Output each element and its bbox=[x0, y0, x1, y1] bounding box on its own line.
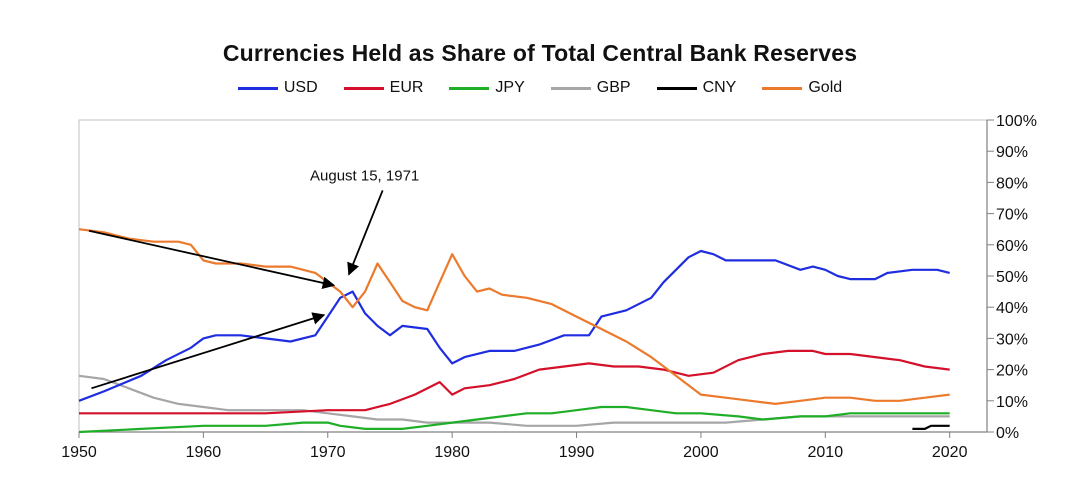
legend-label: USD bbox=[283, 79, 318, 96]
legend-item-cny: CNY bbox=[656, 79, 737, 97]
legend-label: CNY bbox=[702, 79, 737, 96]
y-tick-label: 0% bbox=[996, 425, 1019, 442]
x-tick-label: 1980 bbox=[434, 444, 470, 461]
legend-label: Gold bbox=[808, 79, 843, 96]
gold-trend-arrow bbox=[88, 229, 336, 290]
y-tick-label: 30% bbox=[996, 331, 1028, 348]
x-tick-label: 1970 bbox=[310, 444, 346, 461]
y-tick-label: 60% bbox=[996, 238, 1028, 255]
x-tick-label: 2020 bbox=[932, 444, 968, 461]
annotation-arrow-main bbox=[347, 190, 384, 276]
series-line-gbp bbox=[78, 374, 950, 427]
legend-label: GBP bbox=[596, 79, 631, 96]
legend-swatch bbox=[762, 86, 803, 90]
y-tick-label: 20% bbox=[996, 363, 1028, 380]
annotation-label: August 15, 1971 bbox=[310, 167, 419, 184]
x-tick-label: 2010 bbox=[808, 444, 844, 461]
series-line-usd bbox=[78, 249, 950, 402]
legend-item-gbp: GBP bbox=[550, 79, 631, 97]
legend-swatch bbox=[343, 86, 384, 90]
series-line-eur bbox=[79, 349, 950, 415]
y-tick-label: 80% bbox=[996, 175, 1028, 192]
legend-label: EUR bbox=[389, 79, 424, 96]
x-tick-label: 1960 bbox=[186, 444, 222, 461]
legend-swatch bbox=[656, 86, 697, 90]
legend-item-eur: EUR bbox=[343, 79, 424, 97]
legend-item-usd: USD bbox=[237, 79, 318, 97]
series-line-jpy bbox=[78, 405, 950, 434]
x-tick-label: 1990 bbox=[559, 444, 595, 461]
y-tick-label: 10% bbox=[996, 394, 1028, 411]
usd-trend-arrow bbox=[91, 312, 326, 390]
chart-title: Currencies Held as Share of Total Centra… bbox=[222, 40, 858, 66]
x-tick-label: 2000 bbox=[683, 444, 719, 461]
series-line-gold bbox=[78, 228, 950, 405]
plot-frame bbox=[78, 119, 988, 433]
legend-swatch bbox=[550, 86, 591, 90]
chart-legend: USD EUR JPY GBP CNY Gold bbox=[0, 79, 1080, 97]
legend-item-gold: Gold bbox=[762, 79, 842, 97]
legend-swatch bbox=[449, 86, 490, 90]
y-tick-label: 40% bbox=[996, 300, 1028, 317]
legend-swatch bbox=[237, 86, 278, 90]
series-line-cny bbox=[912, 424, 950, 430]
legend-item-jpy: JPY bbox=[449, 79, 525, 97]
y-tick-label: 70% bbox=[996, 207, 1028, 224]
x-tick-label: 1950 bbox=[61, 444, 97, 461]
y-tick-label: 100% bbox=[996, 113, 1037, 130]
y-tick-label: 90% bbox=[996, 144, 1028, 161]
y-tick-label: 50% bbox=[996, 269, 1028, 286]
legend-label: JPY bbox=[495, 79, 525, 96]
